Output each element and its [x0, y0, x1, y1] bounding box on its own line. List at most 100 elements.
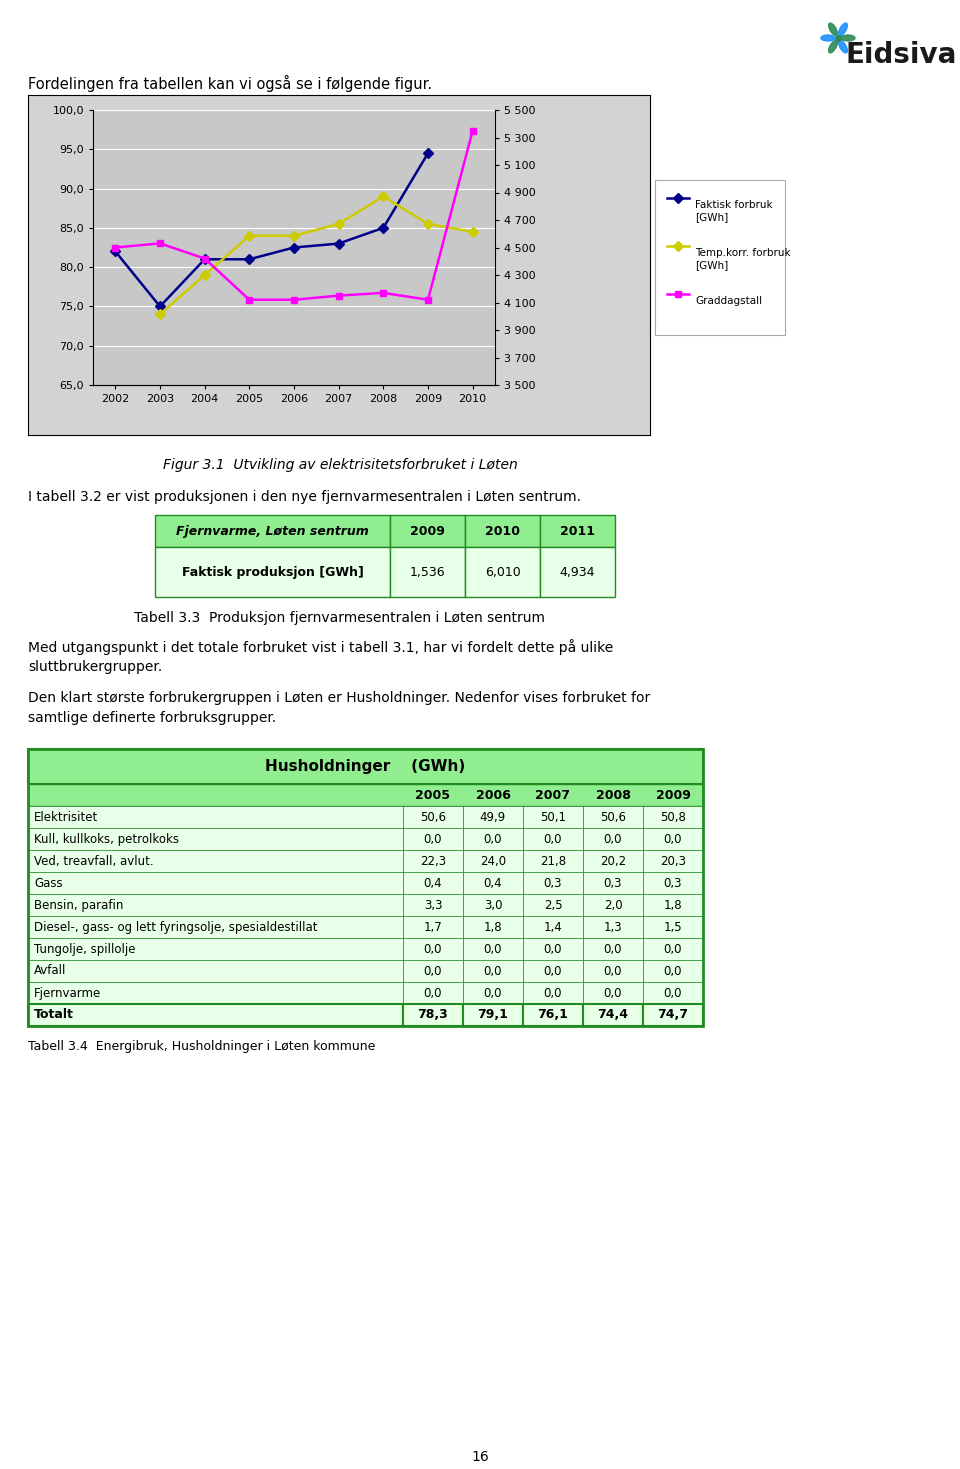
Text: Temp.korr. forbruk
[GWh]: Temp.korr. forbruk [GWh]: [695, 248, 791, 270]
Text: 22,3: 22,3: [420, 855, 446, 868]
Bar: [463, 873, 523, 895]
Bar: [523, 806, 583, 829]
Bar: [583, 917, 643, 939]
Temp.korr. forbruk
[GWh]: [377, 188, 389, 206]
Text: 50,6: 50,6: [420, 811, 446, 824]
Bar: [523, 851, 583, 873]
Text: 0,0: 0,0: [423, 987, 443, 999]
Text: Fjernvarme: Fjernvarme: [34, 987, 101, 999]
Bar: [390, 546, 465, 596]
Text: Graddagstall: Graddagstall: [695, 295, 762, 306]
Text: 1,536: 1,536: [410, 566, 445, 579]
Text: 2011: 2011: [560, 524, 595, 538]
Temp.korr. forbruk
[GWh]: [422, 214, 434, 232]
Text: Totalt: Totalt: [34, 1009, 74, 1021]
Text: 0,0: 0,0: [663, 987, 683, 999]
Bar: [28, 784, 703, 806]
Graddagstall: [244, 291, 255, 308]
Bar: [463, 917, 523, 939]
Bar: [463, 981, 523, 1003]
Ellipse shape: [839, 24, 848, 35]
Text: 0,0: 0,0: [604, 965, 622, 977]
Text: 0,0: 0,0: [423, 965, 443, 977]
Text: 1,3: 1,3: [604, 921, 622, 933]
Bar: [28, 873, 403, 895]
Text: 0,0: 0,0: [543, 987, 563, 999]
Text: 3,0: 3,0: [484, 899, 502, 911]
Bar: [643, 981, 703, 1003]
Text: 0,0: 0,0: [423, 943, 443, 955]
Bar: [643, 806, 703, 829]
Text: 16: 16: [471, 1450, 489, 1465]
Text: 2009: 2009: [410, 524, 444, 538]
Bar: [540, 546, 615, 596]
Bar: [643, 895, 703, 917]
Bar: [28, 851, 403, 873]
Text: 78,3: 78,3: [418, 1009, 448, 1021]
Bar: [583, 851, 643, 873]
Text: Med utgangspunkt i det totale forbruket vist i tabell 3.1, har vi fordelt dette : Med utgangspunkt i det totale forbruket …: [28, 639, 613, 674]
Bar: [403, 829, 463, 851]
Graddagstall: [333, 286, 345, 304]
Bar: [463, 1003, 523, 1025]
Text: Eidsiva: Eidsiva: [845, 41, 956, 69]
Text: Den klart største forbrukergruppen i Løten er Husholdninger. Nedenfor vises forb: Den klart største forbrukergruppen i Løt…: [28, 690, 650, 724]
Bar: [643, 1003, 703, 1025]
Bar: [583, 939, 643, 961]
Graddagstall: [467, 122, 478, 140]
Text: 0,0: 0,0: [543, 833, 563, 846]
Text: 0,0: 0,0: [543, 965, 563, 977]
Temp.korr. forbruk
[GWh]: [155, 306, 166, 323]
Ellipse shape: [828, 41, 837, 53]
Faktisk forbruk
[GWh]: [109, 242, 121, 260]
Temp.korr. forbruk
[GWh]: [199, 266, 210, 284]
Text: Elektrisitet: Elektrisitet: [34, 811, 98, 824]
Bar: [28, 895, 403, 917]
Text: Figur 3.1  Utvikling av elektrisitetsforbruket i Løten: Figur 3.1 Utvikling av elektrisitetsforb…: [162, 458, 517, 472]
Bar: [523, 917, 583, 939]
Bar: [28, 1003, 403, 1025]
Text: 0,3: 0,3: [604, 877, 622, 890]
Text: 49,9: 49,9: [480, 811, 506, 824]
Bar: [465, 516, 540, 546]
Temp.korr. forbruk
[GWh]: [333, 214, 345, 232]
Text: 50,1: 50,1: [540, 811, 566, 824]
Bar: [583, 806, 643, 829]
Text: 1,7: 1,7: [423, 921, 443, 933]
Text: 0,0: 0,0: [663, 943, 683, 955]
Text: Husholdninger    (GWh): Husholdninger (GWh): [265, 759, 466, 774]
Bar: [643, 939, 703, 961]
Text: Tungolje, spillolje: Tungolje, spillolje: [34, 943, 135, 955]
Faktisk forbruk
[GWh]: [244, 251, 255, 269]
Text: 0,0: 0,0: [604, 987, 622, 999]
Bar: [643, 829, 703, 851]
Bar: [463, 829, 523, 851]
Bar: [583, 829, 643, 851]
Bar: [390, 516, 465, 546]
Bar: [463, 806, 523, 829]
Text: Faktisk produksjon [GWh]: Faktisk produksjon [GWh]: [181, 566, 364, 579]
Graddagstall: [377, 284, 389, 301]
Text: Kull, kullkoks, petrolkoks: Kull, kullkoks, petrolkoks: [34, 833, 179, 846]
Text: 0,4: 0,4: [484, 877, 502, 890]
Text: 2007: 2007: [536, 789, 570, 802]
Bar: [403, 981, 463, 1003]
Text: 0,0: 0,0: [484, 833, 502, 846]
Bar: [540, 516, 615, 546]
Line: Graddagstall: Graddagstall: [112, 128, 476, 303]
Text: 0,0: 0,0: [604, 943, 622, 955]
Bar: [655, 181, 785, 335]
Bar: [523, 1003, 583, 1025]
Bar: [583, 895, 643, 917]
Text: Fordelingen fra tabellen kan vi også se i følgende figur.: Fordelingen fra tabellen kan vi også se …: [28, 75, 432, 93]
Text: 3,3: 3,3: [423, 899, 443, 911]
Graddagstall: [288, 291, 300, 308]
Bar: [28, 961, 403, 981]
Bar: [583, 981, 643, 1003]
Bar: [643, 917, 703, 939]
Bar: [523, 939, 583, 961]
Temp.korr. forbruk
[GWh]: [244, 226, 255, 244]
Text: Ved, treavfall, avlut.: Ved, treavfall, avlut.: [34, 855, 154, 868]
Faktisk forbruk
[GWh]: [377, 219, 389, 237]
Text: 21,8: 21,8: [540, 855, 566, 868]
